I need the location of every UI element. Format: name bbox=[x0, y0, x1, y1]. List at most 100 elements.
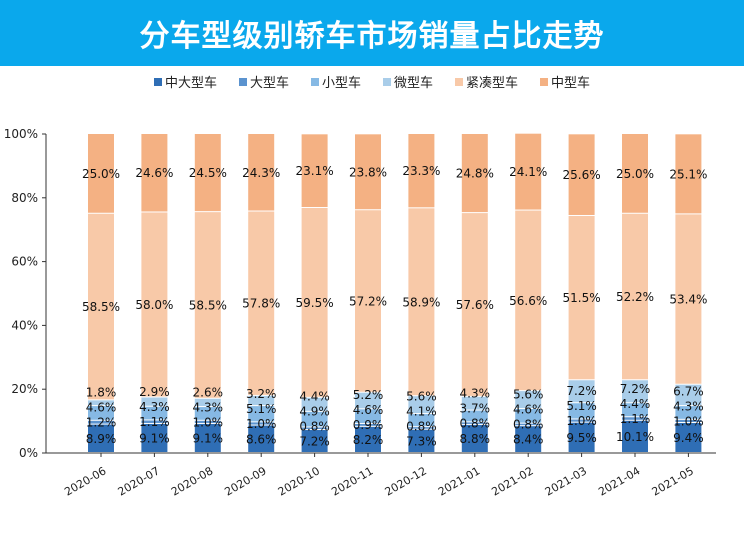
data-label: 0.8% bbox=[513, 418, 544, 432]
legend: 中大型车 大型车 小型车 微型车 紧凑型车 中型车 bbox=[0, 72, 744, 91]
data-label: 4.4% bbox=[299, 390, 330, 404]
data-label: 0.8% bbox=[460, 417, 491, 431]
data-label: 1.0% bbox=[673, 414, 704, 428]
bar-segment bbox=[355, 409, 381, 423]
legend-label: 微型车 bbox=[394, 76, 434, 91]
data-label: 5.1% bbox=[246, 402, 277, 416]
legend-item: 微型车 bbox=[383, 72, 433, 91]
bar-segment bbox=[88, 134, 114, 213]
bar-segment bbox=[248, 211, 275, 395]
bar-segment bbox=[141, 423, 168, 452]
bar-segment bbox=[194, 407, 221, 420]
bar-segment bbox=[461, 213, 488, 396]
bar-segment bbox=[141, 134, 168, 212]
bar-segment bbox=[88, 400, 114, 406]
bar-segment bbox=[461, 396, 488, 410]
bar-segment bbox=[355, 392, 381, 409]
chart-title: 分车型级别轿车市场销量占比走势 bbox=[139, 19, 605, 54]
bar-segment bbox=[301, 427, 328, 430]
data-label: 9.1% bbox=[139, 431, 170, 445]
data-label: 7.3% bbox=[406, 434, 437, 448]
bar-segment bbox=[515, 391, 542, 408]
data-label: 24.6% bbox=[135, 166, 173, 180]
data-label: 8.4% bbox=[513, 433, 544, 447]
bar-segment bbox=[461, 410, 488, 422]
legend-swatch bbox=[455, 77, 464, 86]
y-tick-label: 60% bbox=[11, 255, 38, 269]
data-label: 58.5% bbox=[189, 298, 227, 312]
data-label: 8.2% bbox=[353, 433, 384, 447]
data-label: 2.6% bbox=[193, 385, 224, 399]
bar-segment bbox=[355, 134, 381, 210]
bar-segment bbox=[461, 424, 488, 452]
bar-segment bbox=[301, 430, 328, 452]
bar-segment bbox=[675, 423, 702, 452]
bar-segment bbox=[141, 420, 168, 423]
data-label: 23.3% bbox=[402, 164, 440, 178]
bar-segment bbox=[88, 424, 114, 452]
bar-segment bbox=[675, 406, 702, 419]
bar-segment bbox=[568, 380, 595, 403]
data-label: 1.0% bbox=[193, 415, 224, 429]
data-label: 9.1% bbox=[193, 431, 224, 445]
bar-segment bbox=[622, 403, 648, 417]
data-label: 5.2% bbox=[353, 388, 384, 402]
bar-segment bbox=[408, 427, 435, 429]
data-label: 3.2% bbox=[246, 387, 277, 401]
bar-segment bbox=[515, 426, 542, 452]
data-label: 25.0% bbox=[82, 167, 120, 181]
data-label: 1.0% bbox=[566, 414, 597, 428]
bar-segment bbox=[248, 422, 275, 425]
data-label: 6.7% bbox=[673, 384, 704, 398]
x-tick-label: 2020-09 bbox=[222, 464, 268, 498]
bar-segment bbox=[301, 411, 328, 427]
bar-segment bbox=[248, 395, 275, 406]
bar-segment bbox=[568, 422, 595, 452]
bar-segment bbox=[248, 406, 275, 422]
bar-segment bbox=[408, 414, 435, 427]
data-label: 58.9% bbox=[402, 295, 440, 309]
data-label: 1.0% bbox=[246, 417, 277, 431]
legend-swatch bbox=[383, 77, 391, 86]
bar-segment bbox=[194, 134, 221, 212]
data-label: 4.4% bbox=[620, 397, 651, 411]
bar-segment bbox=[301, 134, 328, 208]
data-label: 10.1% bbox=[616, 430, 654, 444]
data-label: 4.3% bbox=[460, 387, 491, 401]
data-label: 5.6% bbox=[406, 389, 437, 403]
bar-segment bbox=[568, 134, 595, 215]
bar-segment bbox=[675, 214, 702, 384]
bar-segment bbox=[141, 212, 168, 397]
data-label: 24.1% bbox=[509, 165, 547, 179]
data-label: 56.6% bbox=[509, 294, 547, 308]
data-label: 24.8% bbox=[456, 167, 494, 181]
bar-segment bbox=[408, 396, 435, 414]
data-label: 52.2% bbox=[616, 290, 654, 304]
x-tick-label: 2020-06 bbox=[62, 464, 108, 498]
y-tick-label: 100% bbox=[4, 127, 38, 141]
bar-segment bbox=[515, 210, 542, 391]
legend-item: 小型车 bbox=[310, 72, 361, 91]
bar-segment bbox=[622, 380, 648, 403]
bar-segment bbox=[515, 423, 542, 426]
title-banner: 分车型级别轿车市场销量占比走势 bbox=[0, 0, 744, 66]
data-label: 8.8% bbox=[460, 432, 491, 446]
x-tick-label: 2021-04 bbox=[596, 464, 642, 498]
legend-item: 大型车 bbox=[238, 72, 289, 91]
data-label: 7.2% bbox=[299, 435, 330, 449]
bar-segment bbox=[568, 215, 595, 380]
bar-segment bbox=[88, 406, 114, 420]
data-label: 1.2% bbox=[86, 416, 117, 430]
data-label: 8.6% bbox=[246, 432, 277, 446]
x-tick-label: 2021-02 bbox=[489, 464, 535, 498]
data-label: 24.5% bbox=[189, 166, 227, 180]
bar-segment bbox=[248, 425, 275, 452]
bar-segment bbox=[622, 420, 648, 452]
data-label: 25.0% bbox=[616, 167, 654, 181]
bar-segment bbox=[622, 417, 648, 420]
bar-segment bbox=[408, 134, 435, 208]
bar-segment bbox=[88, 213, 114, 400]
x-tick-label: 2021-03 bbox=[543, 464, 589, 498]
data-label: 4.9% bbox=[299, 405, 330, 419]
y-tick-label: 40% bbox=[11, 318, 38, 332]
